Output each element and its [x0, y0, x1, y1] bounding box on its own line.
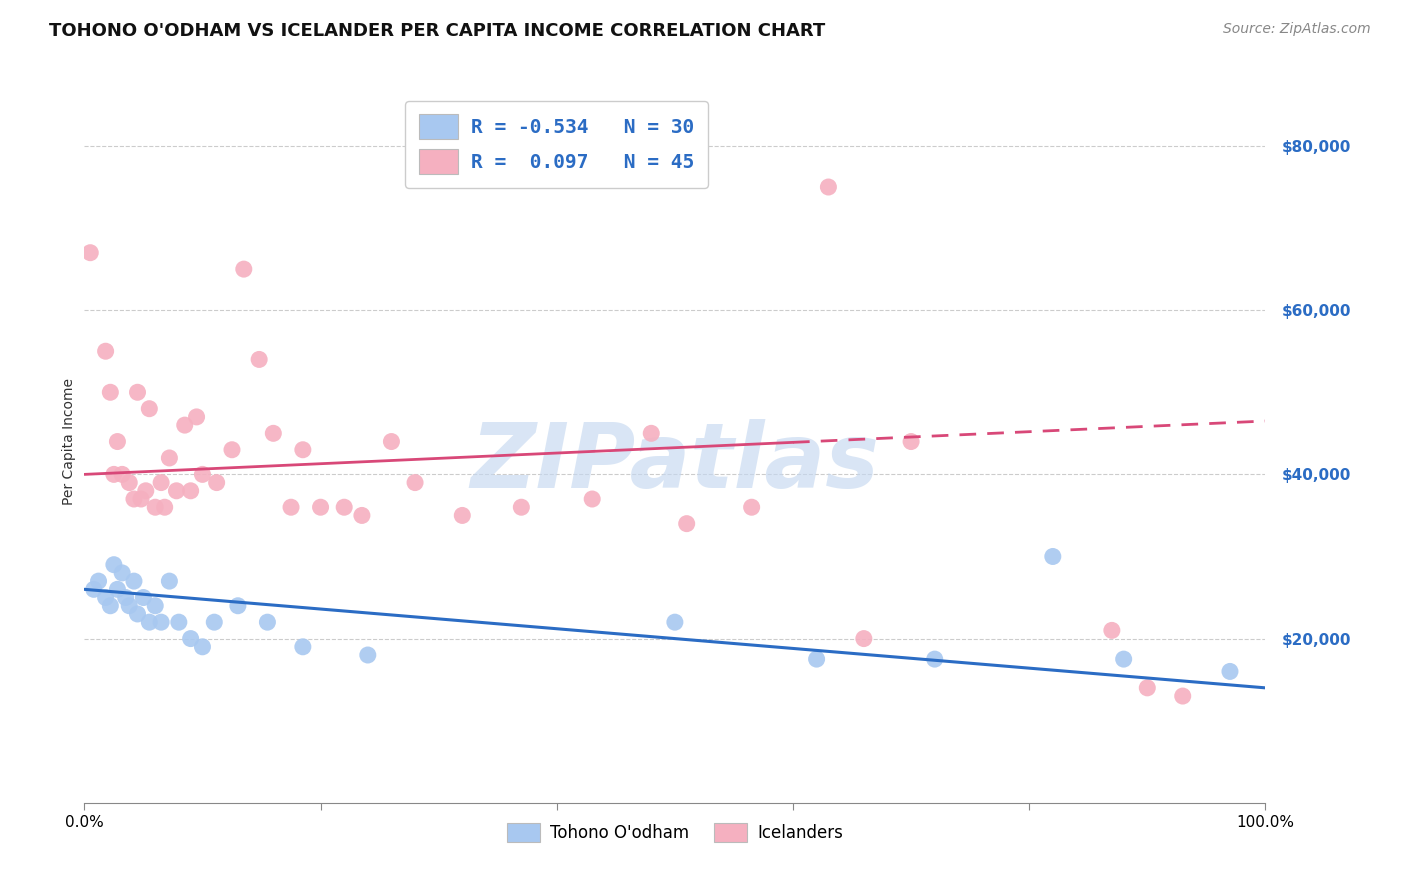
Point [291, 442, 314, 457]
Point [107, 582, 129, 597]
Point [309, 500, 332, 515]
Point [1112, 652, 1135, 666]
Point [94, 344, 117, 359]
Point [380, 434, 402, 449]
Point [173, 418, 195, 433]
Point [256, 615, 278, 630]
Point [138, 401, 160, 416]
Point [664, 615, 686, 630]
Point [150, 475, 173, 490]
Point [741, 500, 763, 515]
Point [357, 648, 380, 662]
Point [129, 491, 152, 506]
Y-axis label: Per Capita Income: Per Capita Income [62, 378, 76, 505]
Point [103, 467, 125, 482]
Point [166, 483, 188, 498]
Point [135, 483, 157, 498]
Point [262, 426, 284, 441]
Point [1101, 624, 1123, 638]
Point [157, 450, 180, 465]
Point [127, 385, 149, 400]
Point [1171, 689, 1194, 703]
Point [111, 566, 134, 580]
Point [232, 262, 254, 277]
Point [817, 180, 839, 194]
Text: TOHONO O'ODHAM VS ICELANDER PER CAPITA INCOME CORRELATION CHART: TOHONO O'ODHAM VS ICELANDER PER CAPITA I… [49, 22, 825, 40]
Point [79, 245, 101, 260]
Point [924, 652, 946, 666]
Point [1136, 681, 1159, 695]
Point [153, 500, 176, 515]
Point [98, 385, 121, 400]
Point [640, 426, 662, 441]
Point [180, 632, 202, 646]
Point [1219, 665, 1241, 679]
Point [122, 574, 145, 588]
Point [118, 599, 141, 613]
Point [333, 500, 356, 515]
Point [247, 352, 270, 367]
Point [510, 500, 533, 515]
Point [98, 599, 121, 613]
Point [94, 591, 117, 605]
Point [114, 591, 136, 605]
Point [150, 615, 173, 630]
Point [404, 475, 426, 490]
Point [202, 615, 225, 630]
Point [107, 434, 129, 449]
Point [118, 475, 141, 490]
Point [103, 558, 125, 572]
Point [157, 574, 180, 588]
Point [581, 491, 603, 506]
Point [111, 467, 134, 482]
Point [280, 500, 302, 515]
Point [83, 582, 105, 597]
Point [191, 640, 214, 654]
Point [806, 652, 828, 666]
Point [191, 467, 214, 482]
Point [852, 632, 875, 646]
Point [180, 483, 202, 498]
Point [675, 516, 697, 531]
Point [350, 508, 373, 523]
Point [127, 607, 149, 621]
Point [186, 409, 208, 424]
Point [167, 615, 190, 630]
Point [143, 599, 166, 613]
Point [132, 591, 155, 605]
Point [226, 599, 249, 613]
Point [451, 508, 474, 523]
Point [900, 434, 922, 449]
Point [291, 640, 314, 654]
Point [205, 475, 228, 490]
Text: ZIPatlas: ZIPatlas [471, 419, 879, 508]
Point [87, 574, 110, 588]
Text: Source: ZipAtlas.com: Source: ZipAtlas.com [1223, 22, 1371, 37]
Point [221, 442, 243, 457]
Point [138, 615, 160, 630]
Point [143, 500, 166, 515]
Point [1042, 549, 1064, 564]
Legend: Tohono O'odham, Icelanders: Tohono O'odham, Icelanders [501, 816, 849, 848]
Point [122, 491, 145, 506]
